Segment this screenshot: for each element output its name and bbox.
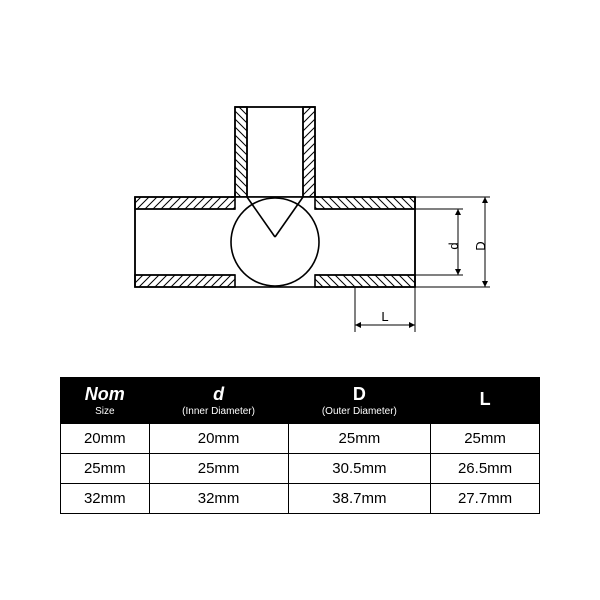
cell-d: 32mm <box>149 483 288 513</box>
cell-nom: 20mm <box>61 423 150 453</box>
cell-nom: 25mm <box>61 453 150 483</box>
col-header-main: d <box>156 384 282 405</box>
col-header-nom-size: Nom Size <box>61 377 150 423</box>
col-header-main: L <box>437 389 533 410</box>
spec-table: Nom Size d (Inner Diameter) D (Outer Dia… <box>60 377 540 514</box>
col-header-main: D <box>295 384 425 405</box>
col-header-d: d (Inner Diameter) <box>149 377 288 423</box>
cell-nom: 32mm <box>61 483 150 513</box>
cell-d: 25mm <box>149 453 288 483</box>
cell-L: 25mm <box>431 423 540 453</box>
table-row: 20mm 20mm 25mm 25mm <box>61 423 540 453</box>
dim-label-d: d <box>446 242 461 249</box>
col-header-sub: (Outer Diameter) <box>295 406 425 417</box>
col-header-D: D (Outer Diameter) <box>288 377 431 423</box>
table-row: 32mm 32mm 38.7mm 27.7mm <box>61 483 540 513</box>
table-header-row: Nom Size d (Inner Diameter) D (Outer Dia… <box>61 377 540 423</box>
table-row: 25mm 25mm 30.5mm 26.5mm <box>61 453 540 483</box>
dim-label-L: L <box>381 309 388 324</box>
cell-L: 26.5mm <box>431 453 540 483</box>
cell-d: 20mm <box>149 423 288 453</box>
col-header-L: L <box>431 377 540 423</box>
dim-label-D: D <box>473 241 488 250</box>
tee-fitting-diagram: D d L <box>75 87 525 357</box>
cell-L: 27.7mm <box>431 483 540 513</box>
col-header-sub: (Inner Diameter) <box>156 406 282 417</box>
spec-table-container: Nom Size d (Inner Diameter) D (Outer Dia… <box>60 377 540 514</box>
cell-D: 38.7mm <box>288 483 431 513</box>
col-header-sub: Size <box>67 406 143 417</box>
cell-D: 30.5mm <box>288 453 431 483</box>
diagram-svg: D d L <box>75 87 525 357</box>
col-header-main: Nom <box>67 384 143 405</box>
cell-D: 25mm <box>288 423 431 453</box>
